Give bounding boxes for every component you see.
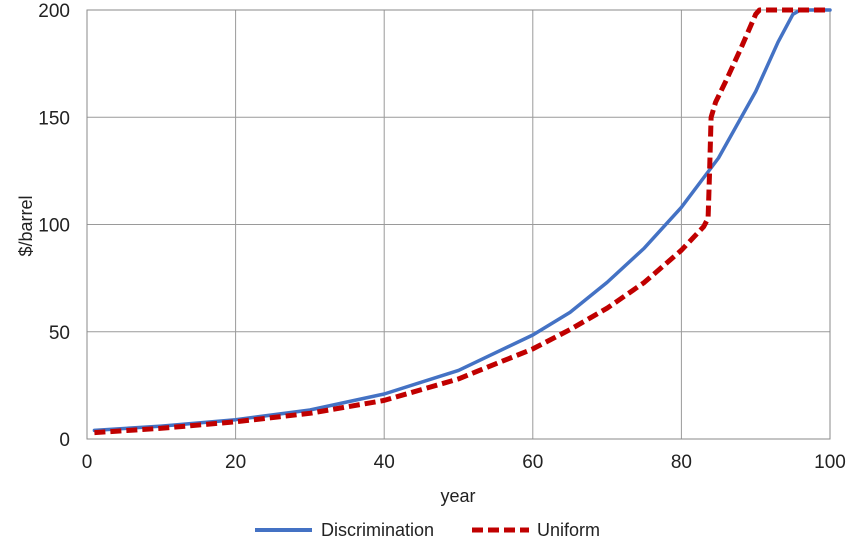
x-tick-label: 60 [522,452,543,473]
y-tick-label: 200 [38,1,70,22]
legend-label-discrimination: Discrimination [321,520,434,540]
plot-area-frame [86,9,831,440]
series-line-uniform [94,7,830,436]
x-axis-label: year [440,486,475,506]
y-axis-label: $/barrel [16,195,36,256]
legend: Discrimination Uniform [255,520,600,540]
x-tick-label: 40 [374,452,395,473]
legend-label-uniform: Uniform [537,520,600,540]
y-tick-label: 0 [59,430,70,451]
x-tick-label: 100 [814,452,846,473]
grid-lines [87,10,830,439]
y-tick-label: 100 [38,216,70,237]
series-line-discrimination [92,8,832,433]
tick-labels: 0 20 40 60 80 100 0 50 100 150 200 [38,1,846,473]
y-tick-label: 150 [38,108,70,129]
x-tick-label: 80 [671,452,692,473]
x-tick-label: 0 [82,452,93,473]
series-lines [92,7,832,436]
x-tick-label: 20 [225,452,246,473]
y-tick-label: 50 [49,323,70,344]
